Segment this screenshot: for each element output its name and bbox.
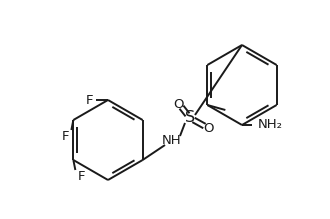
Text: F: F [86, 94, 94, 106]
Text: NH₂: NH₂ [258, 118, 283, 131]
Text: F: F [78, 170, 85, 182]
Text: S: S [185, 111, 195, 125]
Text: O: O [203, 122, 213, 134]
Text: NH: NH [162, 134, 182, 147]
Text: F: F [62, 129, 69, 143]
Text: O: O [174, 97, 184, 111]
